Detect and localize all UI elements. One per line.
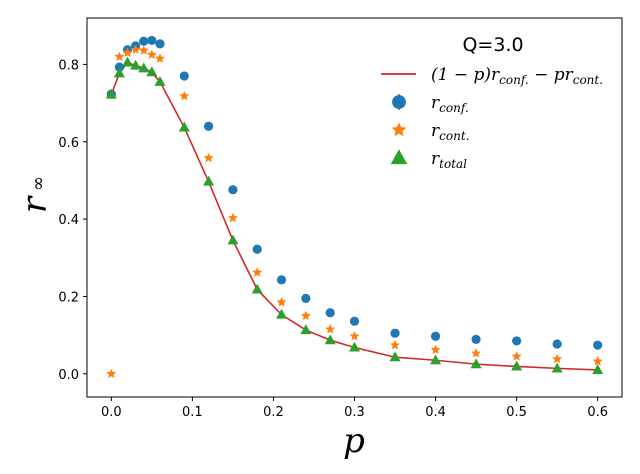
- data-point-total: [178, 121, 190, 132]
- data-point-cont: [227, 212, 238, 223]
- legend-total-label: rtotal: [431, 149, 467, 171]
- data-point-cont: [552, 353, 563, 364]
- data-point-cont: [252, 267, 263, 277]
- y-axis: 0.0 0.2 0.4 0.6 0.8: [58, 58, 87, 383]
- legend-entry-cont: rcont.: [391, 121, 469, 143]
- data-point-total: [154, 76, 166, 86]
- y-tick-label: 0.4: [58, 213, 79, 228]
- data-point-total: [227, 234, 239, 245]
- x-tick-label: 0.4: [425, 405, 446, 420]
- data-point-conf: [593, 340, 603, 350]
- legend-entry-total: rtotal: [390, 149, 467, 171]
- data-point-cont: [203, 152, 214, 163]
- data-point-total: [511, 360, 523, 371]
- data-point-cont: [122, 47, 133, 58]
- y-axis-label-sub: ∞: [28, 176, 49, 191]
- data-point-conf: [114, 62, 125, 72]
- data-point-conf: [349, 316, 360, 326]
- data-point-conf: [155, 39, 165, 49]
- data-point-total: [276, 308, 288, 319]
- data-point-conf: [430, 331, 441, 341]
- legend-entry-line: (1 − p)rconf. − prcont.: [381, 65, 603, 87]
- data-point-conf: [325, 308, 335, 318]
- data-point-cont: [114, 51, 125, 61]
- x-tick-label: 0.6: [587, 405, 608, 420]
- x-axis: 0.0 0.1 0.2 0.3 0.4 0.5 0.6: [101, 397, 608, 420]
- legend-total-triangle: [390, 149, 408, 165]
- data-point-cont: [276, 297, 287, 307]
- data-point-total: [203, 175, 215, 186]
- data-point-cont: [300, 310, 311, 320]
- data-point-cont: [106, 368, 117, 378]
- legend: Q=3.0 (1 − p)rconf. − prcont. rconf. rco…: [381, 34, 603, 171]
- x-tick-label: 0.5: [506, 405, 527, 420]
- data-point-total: [551, 362, 563, 373]
- data-point-cont: [146, 49, 157, 59]
- x-axis-label: p: [343, 421, 365, 461]
- data-point-cont: [155, 53, 165, 63]
- data-point-conf: [301, 293, 311, 303]
- data-point-cont: [179, 90, 190, 101]
- data-point-conf: [139, 36, 149, 46]
- y-axis-label-main: r: [15, 195, 55, 213]
- data-point-total: [251, 283, 263, 294]
- data-point-cont: [349, 331, 360, 341]
- data-point-conf: [552, 339, 562, 349]
- y-tick-label: 0.2: [58, 290, 79, 305]
- legend-title: Q=3.0: [462, 34, 523, 56]
- data-point-cont: [471, 348, 482, 358]
- legend-line-label: (1 − p)rconf. − prcont.: [431, 65, 603, 87]
- data-point-cont: [138, 45, 149, 55]
- data-point-conf: [512, 336, 522, 346]
- data-point-total: [146, 66, 158, 77]
- y-axis-label: r ∞: [15, 176, 55, 213]
- data-point-total: [430, 354, 442, 365]
- x-tick-label: 0.3: [344, 405, 365, 420]
- data-point-cont: [390, 339, 400, 350]
- data-point-total: [324, 334, 336, 345]
- x-tick-label: 0.0: [101, 405, 122, 420]
- data-point-total: [122, 56, 134, 67]
- legend-cont-marker: [391, 122, 407, 137]
- y-tick-label: 0.8: [58, 58, 79, 73]
- legend-cont-label: rcont.: [431, 121, 469, 143]
- data-point-total: [389, 351, 401, 362]
- data-point-conf: [471, 334, 481, 344]
- data-point-total: [113, 67, 125, 78]
- data-point-total: [348, 341, 361, 352]
- data-point-cont: [130, 44, 141, 54]
- data-point-total: [138, 62, 150, 73]
- legend-entry-conf: rconf.: [392, 93, 469, 115]
- y-tick-label: 0.0: [58, 368, 79, 383]
- plot-area: [105, 35, 604, 378]
- data-point-total: [592, 364, 604, 374]
- legend-total-marker: [390, 149, 408, 165]
- x-tick-label: 0.2: [263, 405, 284, 420]
- x-tick-label: 0.1: [182, 405, 203, 420]
- data-point-conf: [179, 71, 189, 81]
- legend-cont-star: [391, 122, 407, 137]
- data-point-conf: [252, 244, 262, 254]
- data-point-conf: [276, 275, 287, 285]
- data-point-conf: [203, 121, 214, 131]
- data-point-conf: [147, 35, 157, 46]
- data-point-total: [470, 358, 482, 369]
- data-point-conf: [390, 328, 400, 338]
- data-point-cont: [511, 351, 522, 361]
- legend-conf-label: rconf.: [431, 93, 469, 115]
- data-point-total: [105, 88, 117, 99]
- data-point-total: [300, 324, 312, 335]
- data-point-conf: [228, 185, 238, 195]
- data-point-total: [130, 59, 142, 70]
- data-point-cont: [592, 356, 603, 366]
- y-tick-label: 0.6: [58, 136, 79, 151]
- data-point-cont: [430, 344, 441, 355]
- data-point-cont: [325, 324, 336, 334]
- legend-conf-marker: [392, 94, 406, 110]
